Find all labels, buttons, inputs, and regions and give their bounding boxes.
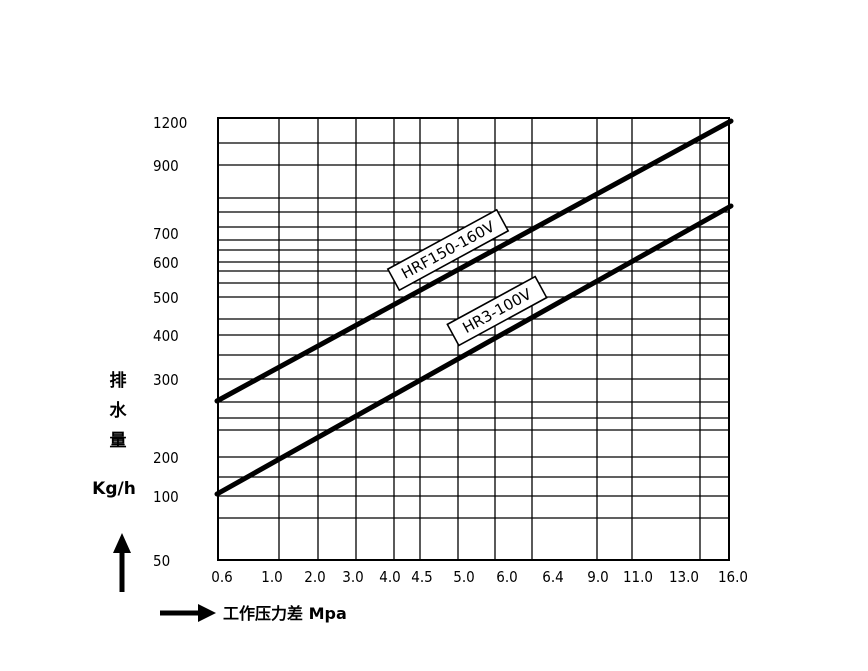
y-tick-labels: 1200 900 700 600 500 400 300 200 100 50 [153,114,187,570]
x-tick-label: 3.0 [342,568,363,586]
x-tick-label: 9.0 [587,568,608,586]
x-tick-label: 4.0 [379,568,400,586]
x-tick-label: 11.0 [623,568,653,586]
y-tick-label: 300 [153,371,179,389]
y-tick-label: 1200 [153,114,187,132]
x-tick-label: 16.0 [718,568,748,586]
x-tick-label: 5.0 [453,568,474,586]
y-axis-title-char: 量 [110,430,127,451]
x-tick-label: 1.0 [261,568,282,586]
plot-frame [217,117,730,561]
y-axis-unit: Kg/h [92,479,136,499]
x-tick-label: 4.5 [411,568,432,586]
y-tick-label: 50 [153,552,170,570]
x-tick-label: 6.4 [542,568,563,586]
x-axis-title: 工作压力差 Mpa [223,604,347,623]
grid [217,117,730,561]
y-tick-label: 500 [153,289,179,307]
y-tick-label: 700 [153,225,179,243]
y-tick-label: 600 [153,254,179,272]
y-tick-label: 100 [153,488,179,506]
y-axis-title-char: 排 [110,370,127,391]
x-tick-label: 2.0 [304,568,325,586]
series-label-box [446,275,548,347]
x-tick-label: 6.0 [496,568,517,586]
x-tick-labels: 0.6 1.0 2.0 3.0 4.0 4.5 5.0 6.0 6.4 9.0 11.0 13.0 16… [211,568,748,586]
y-tick-label: 200 [153,449,179,467]
right-arrow-icon [160,604,216,622]
series-line [214,203,734,497]
y-tick-label: 400 [153,327,179,345]
y-axis-title-char: 水 [110,400,128,421]
series-line [214,118,734,404]
y-axis-title: 排 水 量 Kg/h [92,370,136,499]
x-tick-label: 0.6 [211,568,232,586]
x-tick-label: 13.0 [669,568,699,586]
series-label-box [386,208,510,292]
series-lines [214,118,734,497]
y-tick-label: 900 [153,157,179,175]
up-arrow-icon [113,533,131,592]
